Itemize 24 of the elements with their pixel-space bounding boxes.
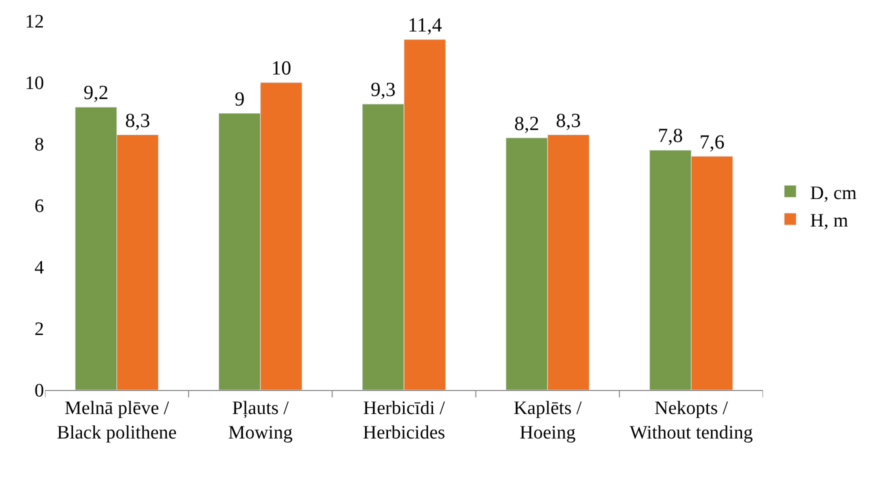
data-label: 9,3: [370, 79, 396, 102]
y-tick-label: 8: [34, 134, 44, 156]
y-tick-label: 6: [34, 196, 44, 218]
data-label: 9,2: [83, 82, 108, 104]
data-label: 7,8: [658, 125, 683, 148]
data-label: 10: [271, 58, 292, 80]
y-tick-label: 4: [34, 258, 44, 279]
y-tick-label: 10: [25, 73, 44, 94]
data-label: 11,4: [408, 14, 442, 36]
data-label: 8,3: [125, 110, 150, 132]
y-tick-label: 2: [34, 319, 44, 340]
data-label: 8,3: [556, 110, 581, 132]
x-tick-label: Pļauts / Mowing: [228, 398, 294, 444]
x-tick-label: Kaplēts / Hoeing: [514, 398, 582, 444]
legend-label: H, m: [810, 210, 848, 232]
y-tick-label: 12: [25, 12, 44, 33]
legend-label: D, cm: [810, 182, 857, 204]
y-tick-label: 0: [34, 380, 44, 402]
data-label: 8,2: [514, 112, 540, 135]
x-tick-label: Melnā plēve / Black polithene: [56, 398, 177, 444]
data-label: 9: [234, 88, 245, 110]
x-tick-label: Nekopts / Without tending: [630, 398, 754, 444]
data-label: 7,6: [700, 131, 725, 154]
x-tick-label: Herbicīdi / Herbicides: [362, 398, 446, 444]
